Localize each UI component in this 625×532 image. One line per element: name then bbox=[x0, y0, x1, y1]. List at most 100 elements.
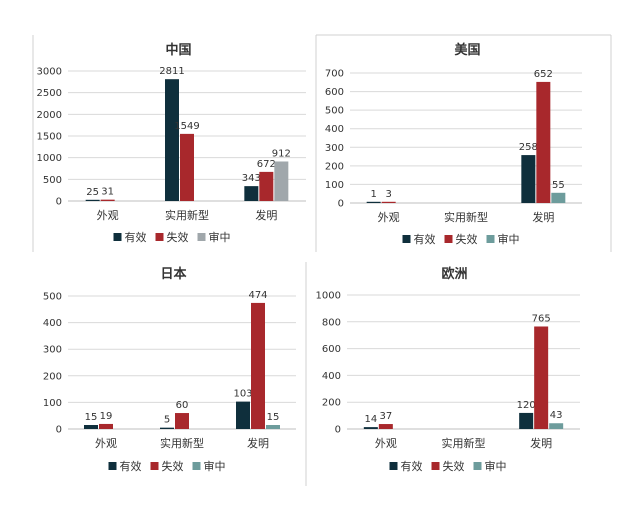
data-label: 672 bbox=[257, 159, 276, 170]
y-tick-label: 200 bbox=[325, 161, 344, 172]
legend-swatch bbox=[473, 462, 482, 470]
legend-swatch bbox=[486, 235, 495, 243]
chart-panel-1: 中国 0 500 1000 1500 2000 2500 3000 25 31 外观 2811 1549… bbox=[37, 42, 306, 244]
bar bbox=[236, 401, 250, 429]
data-label: 1549 bbox=[174, 121, 199, 132]
bar bbox=[266, 425, 280, 429]
y-tick-label: 0 bbox=[335, 425, 341, 436]
bar bbox=[165, 79, 179, 201]
legend-label: 失效 bbox=[167, 230, 189, 244]
data-label: 258 bbox=[519, 142, 538, 153]
bar bbox=[274, 161, 289, 201]
data-label: 31 bbox=[101, 187, 114, 198]
y-tick-label: 600 bbox=[322, 344, 341, 355]
y-tick-label: 400 bbox=[325, 124, 344, 135]
y-tick-label: 500 bbox=[43, 175, 62, 186]
category-label: 实用新型 bbox=[444, 210, 488, 224]
data-label: 474 bbox=[248, 290, 267, 301]
legend-swatch bbox=[155, 233, 164, 241]
bar bbox=[363, 427, 378, 429]
y-tick-label: 200 bbox=[43, 371, 62, 382]
y-tick-label: 1000 bbox=[37, 153, 62, 164]
legend-swatch bbox=[150, 462, 159, 470]
category-label: 实用新型 bbox=[160, 436, 204, 450]
y-tick-label: 2500 bbox=[37, 88, 62, 99]
category-label: 发明 bbox=[247, 436, 269, 450]
legend-swatch bbox=[402, 235, 411, 243]
data-label: 343 bbox=[242, 173, 261, 184]
category-label: 实用新型 bbox=[442, 436, 486, 450]
bar bbox=[84, 425, 98, 429]
y-tick-label: 100 bbox=[43, 398, 62, 409]
bar bbox=[536, 81, 551, 203]
chart-panel-4: 欧洲 0 200 400 600 800 1000 14 37 外观 实用新型 120 765 43 发明有… bbox=[316, 266, 580, 473]
legend-swatch bbox=[431, 462, 440, 470]
y-tick-label: 1000 bbox=[316, 291, 341, 302]
y-tick-label: 300 bbox=[325, 143, 344, 154]
legend: 有效 失效 审中 bbox=[108, 459, 226, 473]
y-tick-label: 600 bbox=[325, 87, 344, 98]
data-label: 25 bbox=[86, 187, 99, 198]
data-label: 19 bbox=[100, 411, 113, 422]
data-label: 15 bbox=[267, 412, 280, 423]
legend-label: 有效 bbox=[414, 232, 436, 246]
chart-title: 欧洲 bbox=[441, 266, 467, 282]
category-label: 外观 bbox=[378, 211, 400, 224]
chart-title: 中国 bbox=[165, 42, 191, 58]
y-tick-label: 400 bbox=[43, 318, 62, 329]
chart-title: 美国 bbox=[454, 42, 480, 58]
y-tick-label: 0 bbox=[56, 425, 62, 436]
bar bbox=[99, 423, 113, 429]
data-label: 765 bbox=[532, 313, 551, 324]
data-label: 120 bbox=[517, 400, 536, 411]
legend-swatch bbox=[389, 462, 398, 470]
y-tick-label: 200 bbox=[322, 398, 341, 409]
y-tick-label: 500 bbox=[43, 292, 62, 303]
data-label: 1 bbox=[370, 189, 376, 200]
legend-label: 审中 bbox=[209, 230, 231, 244]
bar bbox=[100, 199, 115, 201]
bar bbox=[85, 199, 100, 201]
legend-label: 失效 bbox=[162, 459, 184, 473]
legend-swatch bbox=[444, 235, 453, 243]
bar bbox=[160, 427, 174, 429]
data-label: 15 bbox=[85, 412, 98, 423]
y-tick-label: 2000 bbox=[37, 110, 62, 121]
category-label: 发明 bbox=[255, 208, 277, 222]
chart-panel-2: 美国 0 100 200 300 400 500 600 700 1 3 外观 实用新型 258 652 55… bbox=[325, 42, 582, 246]
data-label: 912 bbox=[272, 148, 291, 159]
data-label: 3 bbox=[385, 189, 391, 200]
bar bbox=[519, 412, 534, 429]
data-label: 60 bbox=[176, 400, 189, 411]
legend-swatch bbox=[197, 233, 206, 241]
category-label: 发明 bbox=[530, 436, 552, 450]
legend: 有效 失效 审中 bbox=[389, 459, 507, 473]
legend-swatch bbox=[192, 462, 201, 470]
y-tick-label: 1500 bbox=[37, 132, 62, 143]
y-tick-label: 800 bbox=[322, 317, 341, 328]
category-label: 外观 bbox=[375, 437, 397, 450]
y-tick-label: 700 bbox=[325, 69, 344, 80]
y-tick-label: 0 bbox=[338, 199, 344, 210]
data-label: 43 bbox=[550, 410, 563, 421]
chart-title: 日本 bbox=[160, 266, 186, 282]
data-label: 37 bbox=[379, 411, 392, 422]
y-tick-label: 3000 bbox=[37, 67, 62, 78]
data-label: 103 bbox=[233, 389, 252, 400]
y-tick-label: 100 bbox=[325, 180, 344, 191]
legend-label: 有效 bbox=[120, 459, 142, 473]
legend-label: 失效 bbox=[456, 232, 478, 246]
bar bbox=[244, 186, 259, 201]
legend: 有效 失效 审中 bbox=[402, 232, 520, 246]
y-tick-label: 0 bbox=[56, 197, 62, 208]
legend-label: 失效 bbox=[443, 459, 465, 473]
legend-label: 审中 bbox=[498, 232, 520, 246]
legend-label: 有效 bbox=[125, 230, 147, 244]
category-label: 实用新型 bbox=[165, 208, 209, 222]
legend-swatch bbox=[108, 462, 117, 470]
bar bbox=[534, 326, 549, 429]
category-label: 发明 bbox=[532, 210, 554, 224]
